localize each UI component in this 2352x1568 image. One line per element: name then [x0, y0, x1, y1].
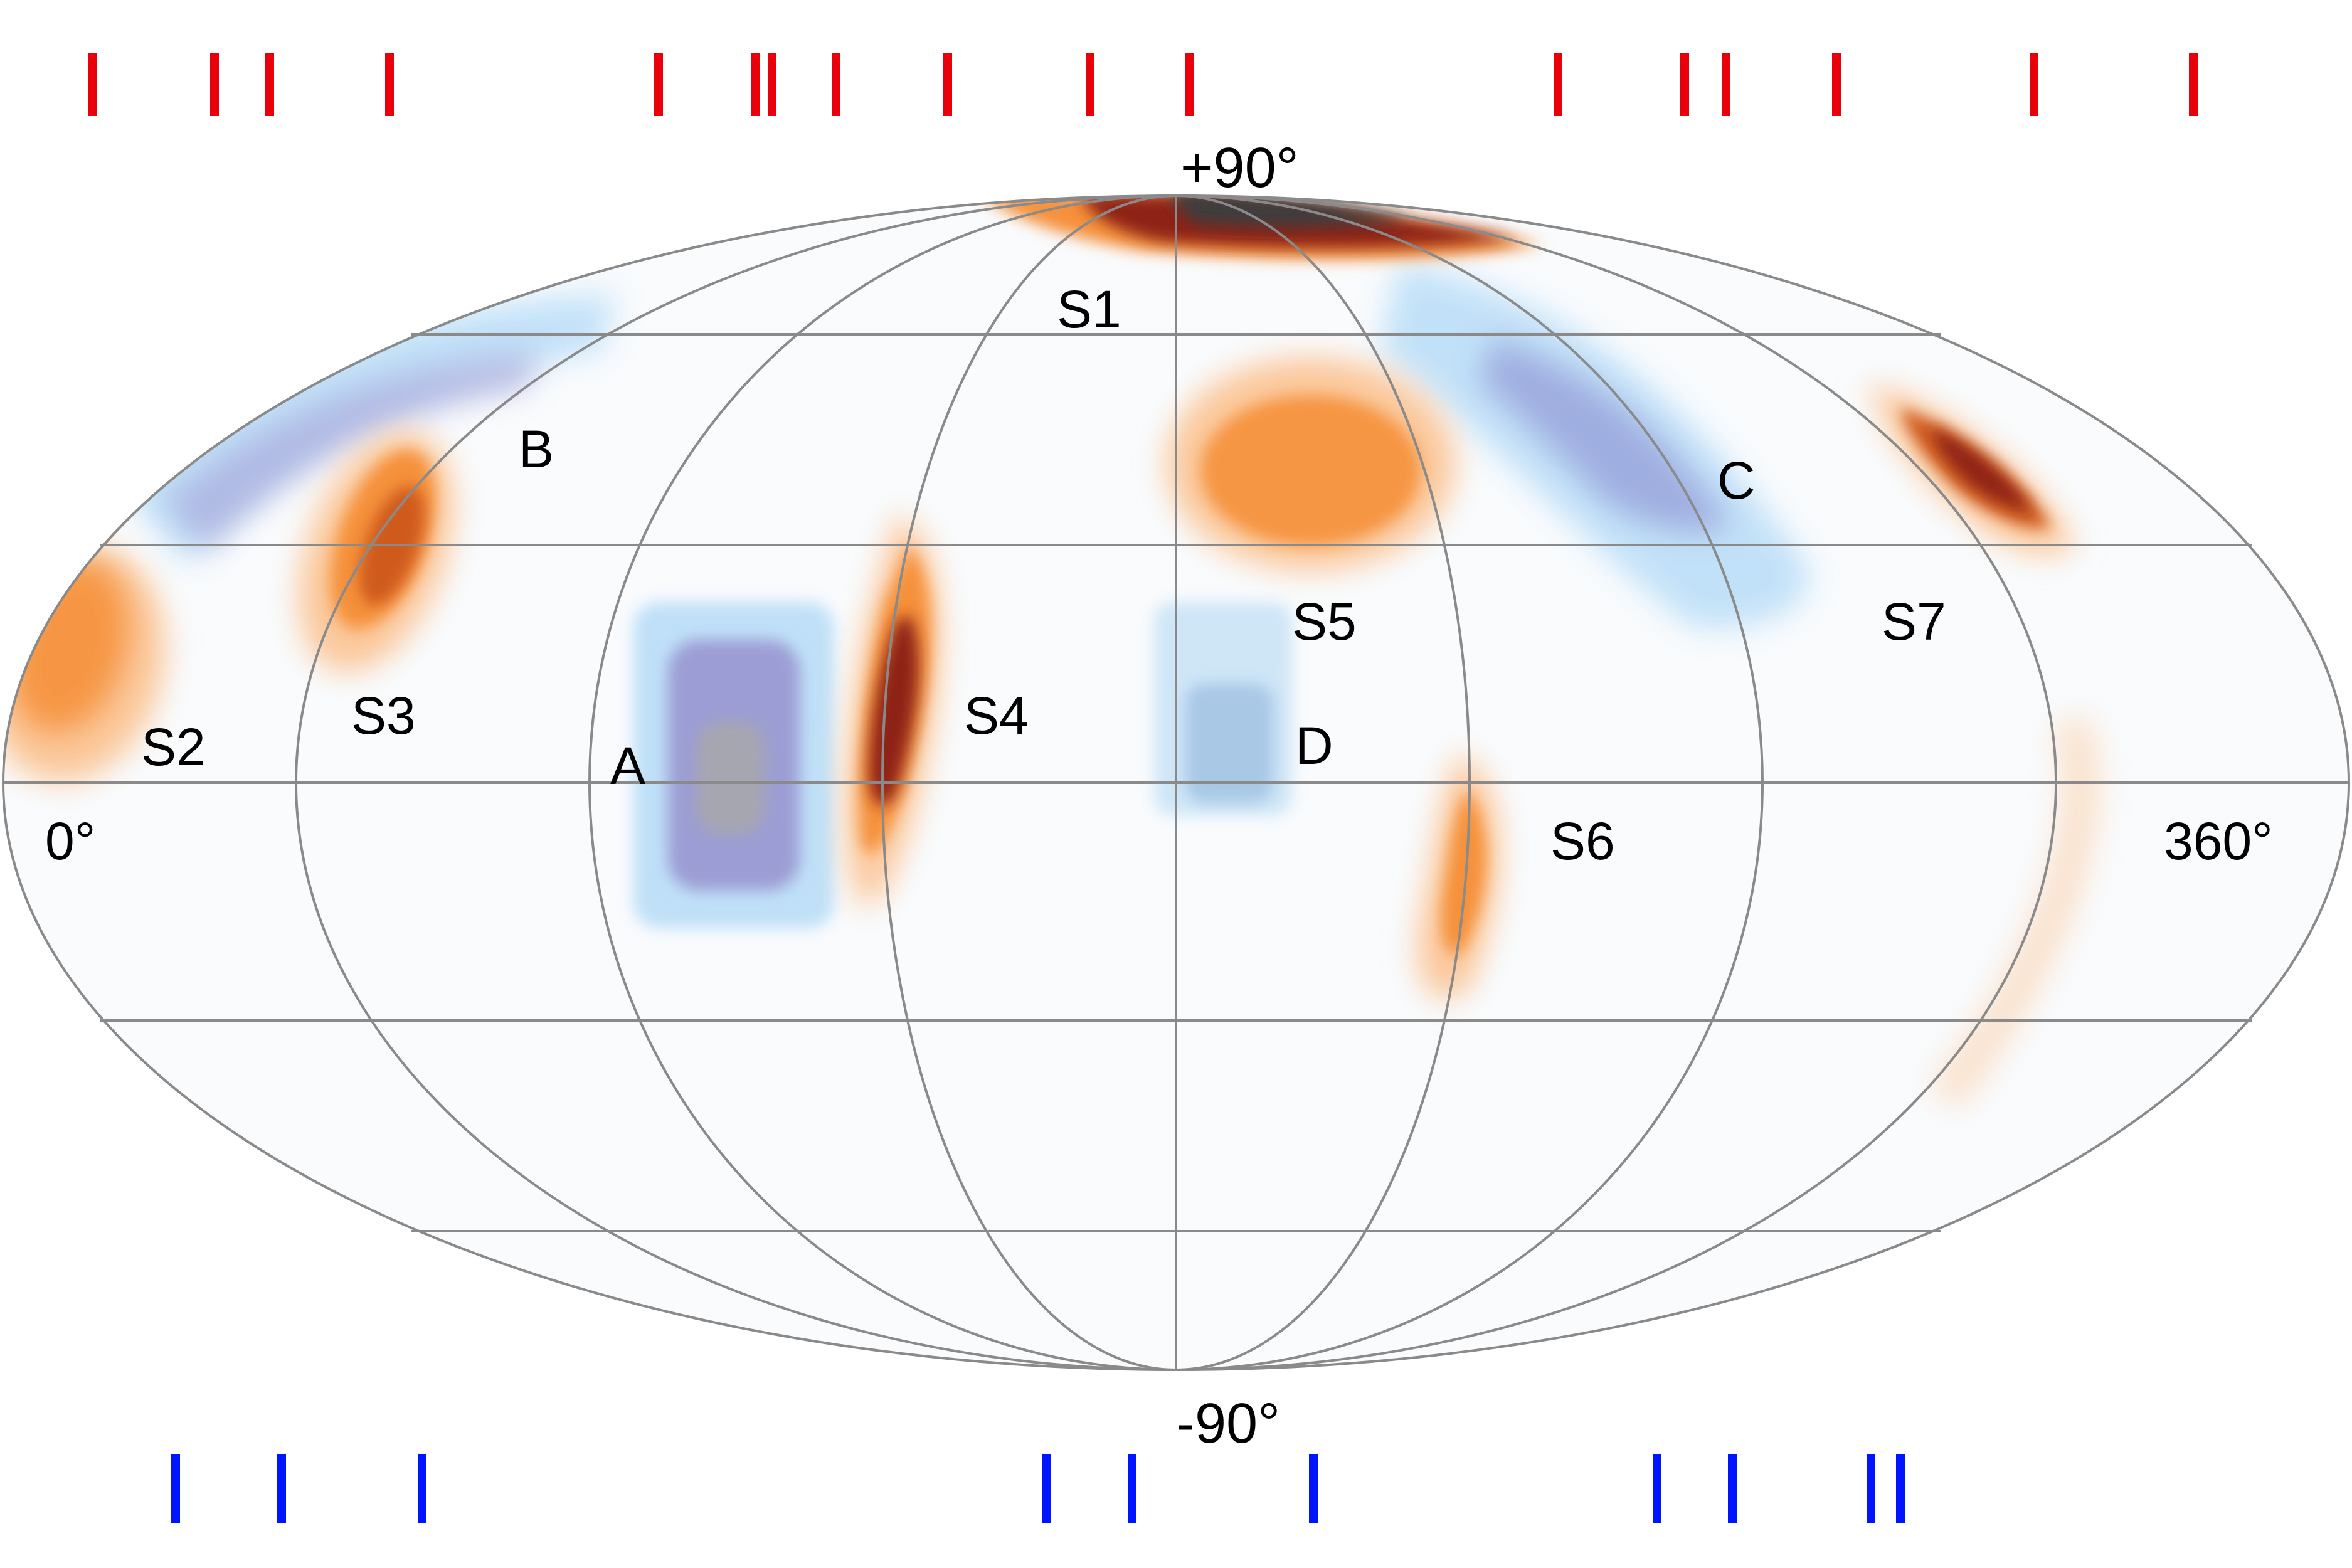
north-pole-label: +90° [1180, 137, 1299, 199]
faint-streak-right [1929, 714, 2100, 1110]
label-B: B [519, 420, 554, 479]
feature-S4 [845, 514, 941, 906]
patch-D-blue [1154, 602, 1292, 815]
feature-S1 [978, 196, 1543, 260]
label-A: A [610, 736, 645, 795]
band-B-blue [113, 295, 615, 564]
graticule [2, 194, 2350, 1371]
anomaly-layer [3, 196, 2100, 1110]
feature-S7 [1869, 383, 2076, 554]
label-D: D [1295, 716, 1333, 775]
label-C: C [1717, 451, 1756, 510]
band-C-blue [1380, 263, 1809, 628]
patch-A-blue [633, 602, 834, 928]
label-S6: S6 [1550, 812, 1615, 871]
label-S4: S4 [964, 686, 1029, 745]
feature-S5 [1167, 358, 1455, 571]
label-S3: S3 [351, 686, 416, 745]
bottom-tick-marks [171, 1454, 1905, 1523]
south-pole-label: -90° [1176, 1392, 1280, 1455]
longitude-end-label: 360° [2164, 812, 2273, 871]
longitude-start-label: 0° [45, 812, 95, 871]
label-S7: S7 [1882, 592, 1946, 651]
top-tick-marks [88, 53, 2198, 116]
label-S1: S1 [1057, 280, 1121, 339]
feature-S6 [1417, 753, 1500, 999]
label-S2: S2 [141, 718, 206, 776]
label-S5: S5 [1292, 592, 1357, 651]
